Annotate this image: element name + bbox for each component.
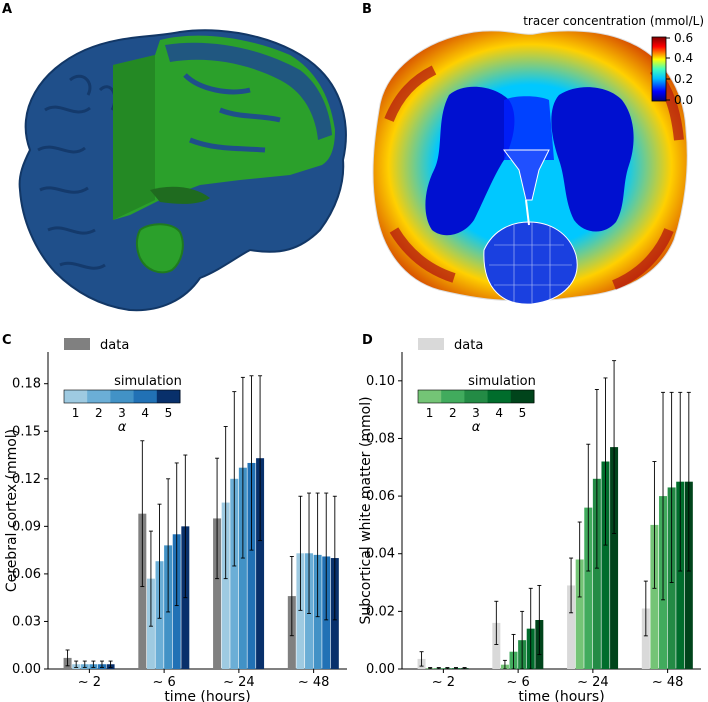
y-axis-label: Subcortical white matter (mmol) bbox=[358, 396, 374, 624]
x-tick-label: ~ 48 bbox=[652, 675, 684, 690]
legend-alpha-tick: 5 bbox=[519, 406, 527, 420]
y-tick-label: 0.08 bbox=[366, 431, 395, 446]
y-axis-label: Cerebral cortex (mmol) bbox=[4, 429, 20, 592]
legend-sim-title: simulation bbox=[114, 374, 182, 389]
legend-alpha-tick: 2 bbox=[95, 406, 103, 420]
chart-subcortical-white-matter: 0.00 0.02 0.04 0.06 0.08 0.10 Subcortical whit… bbox=[358, 338, 701, 702]
data-bar bbox=[641, 608, 650, 669]
brainstem-mesh bbox=[503, 149, 550, 201]
legend-alpha-tick: 4 bbox=[141, 406, 149, 420]
legend-alpha-symbol: α bbox=[472, 420, 481, 435]
x-tick-label: ~ 6 bbox=[506, 675, 529, 690]
legend-sim-swatch-1 bbox=[64, 390, 88, 403]
sim-bar-alpha-1 bbox=[296, 553, 305, 669]
x-tick-label: ~ 2 bbox=[78, 675, 101, 690]
cerebellum-mesh bbox=[483, 221, 578, 305]
legend-alpha-tick: 3 bbox=[472, 406, 480, 420]
y-tick-label: 0.18 bbox=[12, 377, 41, 392]
colorbar-gradient bbox=[651, 36, 667, 102]
panel-letter-d: D bbox=[362, 333, 373, 348]
y-tick-label: 0.02 bbox=[366, 604, 395, 619]
legend-alpha-tick: 2 bbox=[449, 406, 457, 420]
x-tick-label: ~ 24 bbox=[223, 675, 255, 690]
tracer-concentration-map: tracer concentration (mmol/L) 0.6 0.4 0.… bbox=[372, 14, 704, 305]
brain-3d-rendering bbox=[18, 29, 347, 312]
legend-sim-frame bbox=[63, 389, 181, 404]
legend-alpha-tick: 1 bbox=[426, 406, 434, 420]
cut-plane-white-matter bbox=[113, 35, 335, 220]
legend-sim-title: simulation bbox=[468, 374, 536, 389]
colorbar-tick-0: 0.6 bbox=[674, 31, 693, 45]
legend-sim-swatch-5 bbox=[510, 390, 535, 403]
y-tick-label: 0.06 bbox=[12, 567, 41, 582]
legend-alpha-tick: 4 bbox=[495, 406, 503, 420]
legend-data-label: data bbox=[454, 338, 483, 353]
legend-sim-swatch-4 bbox=[487, 390, 512, 403]
x-tick-label: ~ 24 bbox=[577, 675, 609, 690]
sim-bar-alpha-5 bbox=[684, 481, 693, 669]
y-tick-label: 0.06 bbox=[366, 489, 395, 504]
sim-bar-alpha-1 bbox=[575, 559, 584, 669]
colorbar-tick-3: 0.0 bbox=[674, 93, 693, 107]
x-axis-label: time (hours) bbox=[518, 689, 604, 702]
cerebellum-region bbox=[136, 223, 184, 274]
y-tick-label: 0.04 bbox=[366, 547, 395, 562]
sim-bar-alpha-5 bbox=[610, 447, 619, 669]
colorbar-tick-1: 0.4 bbox=[674, 51, 693, 65]
sim-bar-alpha-1 bbox=[221, 502, 230, 669]
legend-sim-swatch-2 bbox=[87, 390, 111, 403]
data-bar bbox=[567, 585, 576, 669]
legend-sim-swatch-3 bbox=[464, 390, 489, 403]
y-tick-label: 0.00 bbox=[12, 662, 41, 677]
y-tick-label: 0.03 bbox=[12, 614, 41, 629]
sim-bar-alpha-3 bbox=[592, 478, 601, 669]
sim-bar-alpha-5 bbox=[256, 458, 265, 669]
x-tick-label: ~ 48 bbox=[298, 675, 330, 690]
data-bar bbox=[492, 622, 501, 669]
sim-bar-alpha-4 bbox=[247, 462, 256, 669]
panel-letter-c: C bbox=[2, 333, 12, 348]
x-tick-label: ~ 6 bbox=[152, 675, 175, 690]
sim-bar-alpha-3 bbox=[238, 467, 247, 669]
sim-bar-alpha-4 bbox=[601, 461, 610, 669]
legend-sim-swatch-1 bbox=[418, 390, 442, 403]
sim-bar-alpha-4 bbox=[676, 481, 685, 669]
legend-sim-swatch-2 bbox=[441, 390, 465, 403]
y-tick-label: 0.10 bbox=[366, 374, 395, 389]
sim-bar-alpha-1 bbox=[650, 524, 659, 669]
sim-bar-alpha-2 bbox=[230, 478, 239, 669]
y-tick-label: 0.12 bbox=[12, 472, 41, 487]
cut-plane-cortex-band bbox=[165, 42, 332, 140]
colorbar-title: tracer concentration (mmol/L) bbox=[523, 14, 704, 28]
x-tick-label: ~ 2 bbox=[432, 675, 455, 690]
legend-sim-swatch-5 bbox=[156, 390, 181, 403]
legend-alpha-symbol: α bbox=[118, 420, 127, 435]
x-axis-label: time (hours) bbox=[164, 689, 250, 702]
legend-alpha-tick: 1 bbox=[72, 406, 80, 420]
y-tick-label: 0.09 bbox=[12, 519, 41, 534]
ventricle-right bbox=[551, 87, 634, 232]
colorbar-tick-2: 0.2 bbox=[674, 72, 693, 86]
data-bar bbox=[213, 518, 222, 669]
legend-data-swatch bbox=[64, 338, 90, 350]
sim-bar-alpha-2 bbox=[584, 507, 593, 669]
legend-alpha-tick: 3 bbox=[118, 406, 126, 420]
legend-sim-swatch-3 bbox=[110, 390, 135, 403]
y-tick-label: 0.00 bbox=[366, 662, 395, 677]
data-bar bbox=[138, 513, 147, 669]
legend-alpha-tick: 5 bbox=[165, 406, 173, 420]
panel-letter-b: B bbox=[362, 2, 372, 17]
legend-sim-swatch-4 bbox=[133, 390, 158, 403]
legend-sim-frame bbox=[417, 389, 535, 404]
ventricle-left bbox=[425, 86, 515, 236]
legend-data-label: data bbox=[100, 338, 129, 353]
y-tick-label: 0.15 bbox=[12, 424, 41, 439]
legend-data-swatch bbox=[418, 338, 444, 350]
chart-cerebral-cortex: 0.00 0.03 0.06 0.09 0.12 0.15 0.18 Cerebral cor… bbox=[4, 338, 347, 702]
panel-letter-a: A bbox=[2, 2, 13, 17]
